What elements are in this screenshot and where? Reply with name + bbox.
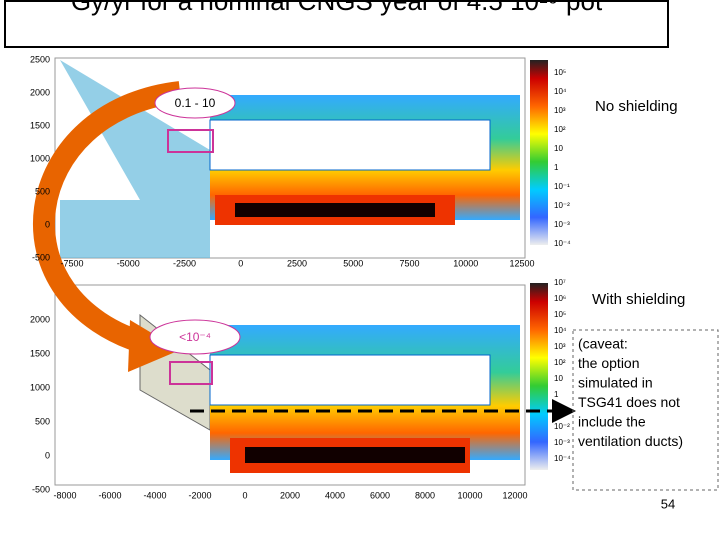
- y-tick-label: -500: [32, 484, 50, 494]
- colorbar-label: 10⁵: [554, 68, 566, 77]
- caveat-line: simulated in: [578, 375, 653, 391]
- top-label: No shielding: [595, 98, 678, 115]
- caveat-box: [572, 329, 719, 491]
- top-heatmap: [54, 57, 526, 259]
- bottom-heatmap: [54, 284, 526, 486]
- caveat-line: ventilation ducts): [578, 433, 683, 449]
- y-tick-label: 500: [35, 416, 50, 426]
- x-tick-label: -2000: [188, 490, 211, 500]
- colorbar-label: 10⁻⁴: [554, 239, 571, 248]
- colorbar-label: 10⁻³: [554, 438, 570, 447]
- orange-arrow: [33, 81, 182, 356]
- x-tick-label: -7500: [60, 258, 83, 268]
- colorbar-label: 10⁻¹: [554, 406, 570, 415]
- y-tick-label: 1500: [30, 120, 50, 130]
- annotation-ellipse: [149, 319, 241, 355]
- y-tick-label: 1500: [30, 348, 50, 358]
- x-tick-label: 12500: [509, 258, 534, 268]
- colorbar-label: 10⁴: [554, 87, 567, 96]
- x-tick-label: -5000: [117, 258, 140, 268]
- colorbar-label: 10⁶: [554, 294, 566, 303]
- colorbar-label: 10⁻⁴: [554, 454, 571, 463]
- title: Gy/yr for a nominal CNGS year of 4.5 10¹…: [70, 0, 603, 16]
- colorbar-label: 10⁻²: [554, 422, 570, 431]
- x-tick-label: 2000: [280, 490, 300, 500]
- top-colorbar: [530, 60, 548, 245]
- colorbar-label: 10⁻³: [554, 220, 570, 229]
- y-tick-label: 500: [35, 186, 50, 196]
- annotation-ellipse: [154, 87, 236, 119]
- colorbar-label: 10³: [554, 342, 566, 351]
- x-tick-label: 8000: [415, 490, 435, 500]
- top-annotation: 0.1 - 10: [175, 96, 216, 110]
- x-tick-label: 6000: [370, 490, 390, 500]
- caveat-line: include the: [578, 414, 646, 430]
- colorbar-label: 10⁷: [554, 278, 566, 287]
- bottom-annotation: <10⁻⁴: [179, 330, 211, 344]
- x-tick-label: 0: [238, 258, 243, 268]
- title-container: Gy/yr for a nominal CNGS year of 4.5 10¹…: [70, 0, 603, 16]
- x-tick-label: 10000: [457, 490, 482, 500]
- colorbar-label: 10²: [554, 125, 566, 134]
- colorbar-label: 10³: [554, 106, 566, 115]
- colorbar-label: 1: [554, 163, 559, 172]
- page-number: 54: [661, 496, 675, 511]
- y-tick-label: 0: [45, 450, 50, 460]
- x-tick-label: -8000: [53, 490, 76, 500]
- caveat: (caveat: the option simulated in TSG41 does…: [578, 336, 683, 450]
- bottom-label: With shielding: [592, 291, 685, 308]
- x-tick-label: 5000: [343, 258, 363, 268]
- caveat-line: TSG41 does not: [578, 394, 680, 410]
- colorbar-label: 10⁻²: [554, 201, 570, 210]
- x-tick-label: 10000: [453, 258, 478, 268]
- colorbar-label: 10²: [554, 358, 566, 367]
- orange-arrow-head: [128, 320, 180, 372]
- y-tick-label: 2000: [30, 314, 50, 324]
- x-tick-label: -2500: [173, 258, 196, 268]
- y-tick-label: 0: [45, 219, 50, 229]
- title-box: [4, 0, 669, 48]
- colorbar-label: 10⁻¹: [554, 182, 570, 191]
- y-tick-label: -500: [32, 252, 50, 262]
- x-tick-label: 12000: [502, 490, 527, 500]
- x-tick-label: 0: [242, 490, 247, 500]
- caveat-line: the option: [578, 355, 640, 371]
- colorbar-label: 10: [554, 144, 563, 153]
- colorbar-label: 10: [554, 374, 563, 383]
- y-tick-label: 2500: [30, 54, 50, 64]
- x-tick-label: -6000: [98, 490, 121, 500]
- x-tick-label: -4000: [143, 490, 166, 500]
- caveat-line: (caveat:: [578, 336, 628, 352]
- y-tick-label: 2000: [30, 87, 50, 97]
- x-tick-label: 2500: [287, 258, 307, 268]
- colorbar-label: 1: [554, 390, 559, 399]
- y-tick-label: 1000: [30, 153, 50, 163]
- x-tick-label: 4000: [325, 490, 345, 500]
- colorbar-label: 10⁵: [554, 310, 566, 319]
- y-tick-label: 1000: [30, 382, 50, 392]
- bottom-colorbar: [530, 283, 548, 470]
- colorbar-label: 10⁴: [554, 326, 567, 335]
- x-tick-label: 7500: [399, 258, 419, 268]
